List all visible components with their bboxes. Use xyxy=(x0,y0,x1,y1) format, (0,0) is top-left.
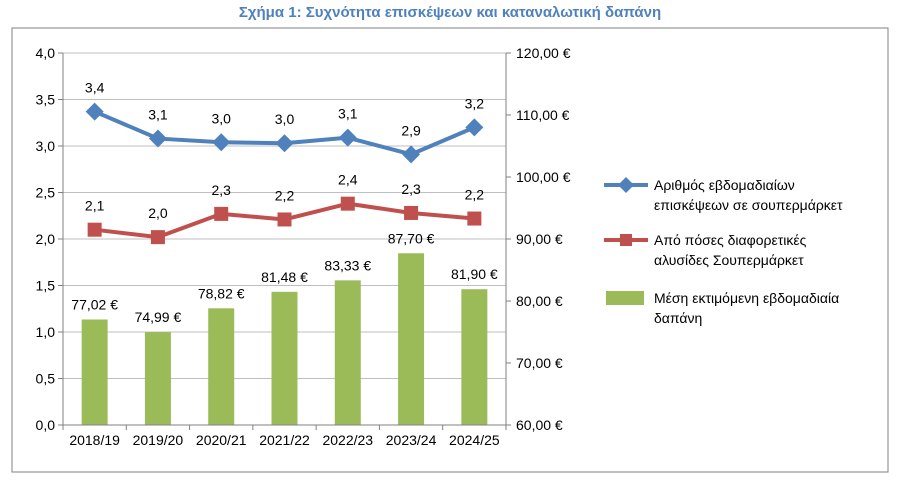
point-value-label: 3,0 xyxy=(211,110,231,126)
left-tick-label: 0,5 xyxy=(36,371,56,387)
bar-value-label: 74,99 € xyxy=(135,309,182,325)
legend-label: δαπάνη xyxy=(654,310,702,326)
bar xyxy=(398,253,425,425)
right-tick-label: 120,00 € xyxy=(516,45,571,61)
legend-marker xyxy=(618,177,634,193)
right-tick-label: 60,00 € xyxy=(516,417,563,433)
point-marker xyxy=(338,128,357,147)
right-tick-label: 100,00 € xyxy=(516,169,571,185)
point-marker xyxy=(467,211,482,226)
right-tick-label: 110,00 € xyxy=(516,107,570,123)
point-marker xyxy=(214,206,229,221)
bar-value-label: 77,02 € xyxy=(71,296,118,312)
bar-value-label: 78,82 € xyxy=(198,285,245,301)
bar xyxy=(144,332,171,425)
left-tick-label: 3,5 xyxy=(36,92,56,108)
chart-title: Σχήμα 1: Συχνότητα επισκέψεων και κατανα… xyxy=(238,4,662,21)
point-value-label: 2,0 xyxy=(148,205,168,221)
point-marker xyxy=(275,134,294,153)
point-marker xyxy=(402,145,421,164)
point-value-label: 2,3 xyxy=(211,182,231,198)
bars xyxy=(81,253,488,425)
point-marker xyxy=(404,205,419,220)
x-tick-label: 2022/23 xyxy=(322,432,373,448)
bar xyxy=(334,280,361,425)
left-tick-label: 2,0 xyxy=(36,231,56,247)
x-tick-label: 2023/24 xyxy=(386,432,437,448)
bar xyxy=(208,308,235,425)
x-tick-label: 2020/21 xyxy=(196,432,247,448)
legend-marker xyxy=(620,234,632,246)
point-value-label: 2,9 xyxy=(401,122,421,138)
legend-label: Αριθμός εβδομαδιαίων xyxy=(654,177,795,193)
bar-value-label: 83,33 € xyxy=(324,257,371,273)
bar xyxy=(81,319,108,425)
left-tick-label: 1,0 xyxy=(36,324,56,340)
point-marker xyxy=(87,222,102,237)
point-value-label: 3,4 xyxy=(85,80,105,96)
bar-value-label: 87,70 € xyxy=(388,230,435,246)
bar-value-label: 81,48 € xyxy=(261,269,308,285)
point-value-label: 2,1 xyxy=(85,198,105,214)
point-value-label: 2,2 xyxy=(465,187,485,203)
legend-label: Από πόσες διαφορετικές xyxy=(654,232,807,248)
point-value-label: 2,2 xyxy=(275,187,295,203)
bar xyxy=(461,289,488,425)
legend-label: Μέση εκτιμόμενη εβδομαδιαία xyxy=(654,290,839,306)
left-tick-label: 1,5 xyxy=(36,278,56,294)
chart-frame xyxy=(11,27,889,473)
point-marker xyxy=(277,212,292,227)
point-value-label: 3,0 xyxy=(275,111,295,127)
data-labels: 77,02 € 74,99 € 78,82 € 81,48 € 83,33 € 87,70… xyxy=(71,80,498,325)
legend-swatch xyxy=(606,291,644,305)
point-marker xyxy=(340,196,355,211)
left-tick-label: 4,0 xyxy=(36,45,56,61)
x-tick-label: 2019/20 xyxy=(133,432,184,448)
left-tick-label: 2,5 xyxy=(36,185,56,201)
legend-label: αλυσίδες Σουπερμάρκετ xyxy=(654,252,804,268)
point-marker xyxy=(85,102,104,121)
point-value-label: 3,2 xyxy=(465,95,485,111)
legend-label: επισκέψεων σε σουπερμάρκετ xyxy=(654,197,843,213)
x-tick-label: 2018/19 xyxy=(69,432,120,448)
right-tick-label: 80,00 € xyxy=(516,293,563,309)
point-value-label: 2,3 xyxy=(401,181,421,197)
point-value-label: 2,4 xyxy=(338,172,358,188)
x-tick-label: 2024/25 xyxy=(449,432,500,448)
series-lines xyxy=(85,102,484,245)
right-tick-label: 90,00 € xyxy=(516,231,563,247)
left-tick-label: 0,0 xyxy=(36,417,56,433)
axes: 0,0 0,5 1,0 1,5 2,0 2,5 3,0 3,5 4,0 60,00 € 70,00 … xyxy=(36,45,571,448)
legend: Αριθμός εβδομαδιαίων επισκέψεων σε σουπερ… xyxy=(604,177,843,326)
x-tick-label: 2021/22 xyxy=(259,432,310,448)
point-marker xyxy=(212,133,231,152)
bar xyxy=(271,291,298,425)
point-marker xyxy=(150,230,165,245)
point-marker xyxy=(465,118,484,137)
point-marker xyxy=(148,129,167,148)
left-tick-label: 3,0 xyxy=(36,138,56,154)
point-value-label: 3,1 xyxy=(338,106,358,122)
point-value-label: 3,1 xyxy=(148,107,168,123)
bar-value-label: 81,90 € xyxy=(451,266,498,282)
right-tick-label: 70,00 € xyxy=(516,355,563,371)
